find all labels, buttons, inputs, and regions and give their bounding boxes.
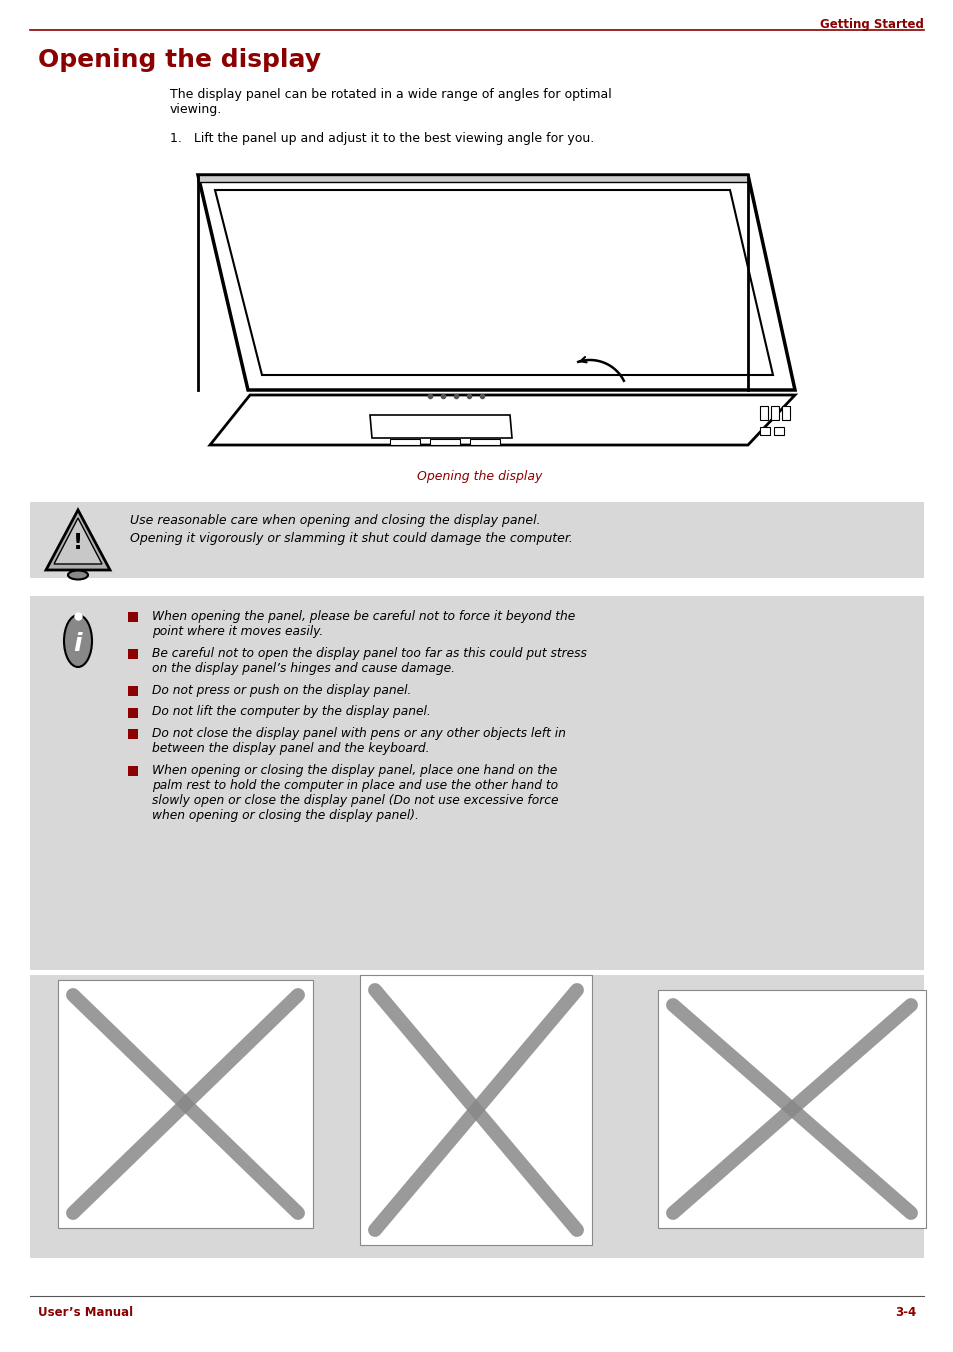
Polygon shape bbox=[54, 518, 102, 564]
FancyBboxPatch shape bbox=[58, 980, 313, 1228]
Text: The display panel can be rotated in a wide range of angles for optimal
viewing.: The display panel can be rotated in a wi… bbox=[170, 88, 611, 116]
Bar bbox=[470, 439, 499, 445]
Text: 3-4: 3-4 bbox=[894, 1306, 915, 1320]
Text: 1.   Lift the panel up and adjust it to the best viewing angle for you.: 1. Lift the panel up and adjust it to th… bbox=[170, 132, 594, 145]
Text: When opening or closing the display panel, place one hand on the
palm rest to ho: When opening or closing the display pane… bbox=[152, 764, 558, 822]
FancyBboxPatch shape bbox=[359, 975, 592, 1245]
FancyBboxPatch shape bbox=[30, 502, 923, 579]
Text: Do not press or push on the display panel.: Do not press or push on the display pane… bbox=[152, 684, 411, 698]
Polygon shape bbox=[370, 415, 512, 438]
Text: User’s Manual: User’s Manual bbox=[38, 1306, 133, 1320]
Polygon shape bbox=[210, 395, 794, 445]
Polygon shape bbox=[46, 510, 110, 571]
Text: Use reasonable care when opening and closing the display panel.: Use reasonable care when opening and clo… bbox=[130, 514, 540, 527]
FancyBboxPatch shape bbox=[30, 975, 923, 1257]
Polygon shape bbox=[214, 191, 772, 375]
FancyBboxPatch shape bbox=[658, 990, 925, 1228]
Bar bbox=[128, 612, 138, 622]
Bar bbox=[773, 427, 783, 435]
Text: Be careful not to open the display panel too far as this could put stress
on the: Be careful not to open the display panel… bbox=[152, 648, 586, 675]
Text: !: ! bbox=[72, 533, 83, 553]
Polygon shape bbox=[198, 174, 747, 183]
Text: Opening it vigorously or slamming it shut could damage the computer.: Opening it vigorously or slamming it shu… bbox=[130, 531, 572, 545]
FancyBboxPatch shape bbox=[30, 596, 923, 969]
Ellipse shape bbox=[64, 615, 91, 667]
Bar bbox=[760, 427, 769, 435]
Bar bbox=[128, 767, 138, 776]
Bar bbox=[128, 729, 138, 740]
Text: Opening the display: Opening the display bbox=[38, 49, 320, 72]
Polygon shape bbox=[198, 174, 794, 389]
Bar bbox=[781, 406, 789, 420]
Bar bbox=[430, 439, 459, 445]
Bar bbox=[770, 406, 779, 420]
Text: Do not lift the computer by the display panel.: Do not lift the computer by the display … bbox=[152, 706, 431, 718]
Text: Do not close the display panel with pens or any other objects left in
between th: Do not close the display panel with pens… bbox=[152, 727, 565, 754]
Bar bbox=[390, 439, 419, 445]
Text: When opening the panel, please be careful not to force it beyond the
point where: When opening the panel, please be carefu… bbox=[152, 610, 575, 638]
Bar bbox=[128, 649, 138, 658]
Text: Opening the display: Opening the display bbox=[416, 470, 542, 483]
Ellipse shape bbox=[68, 571, 88, 580]
Text: Getting Started: Getting Started bbox=[820, 18, 923, 31]
Text: i: i bbox=[73, 631, 82, 656]
Bar bbox=[760, 406, 767, 420]
Bar bbox=[128, 707, 138, 718]
Bar bbox=[128, 685, 138, 696]
